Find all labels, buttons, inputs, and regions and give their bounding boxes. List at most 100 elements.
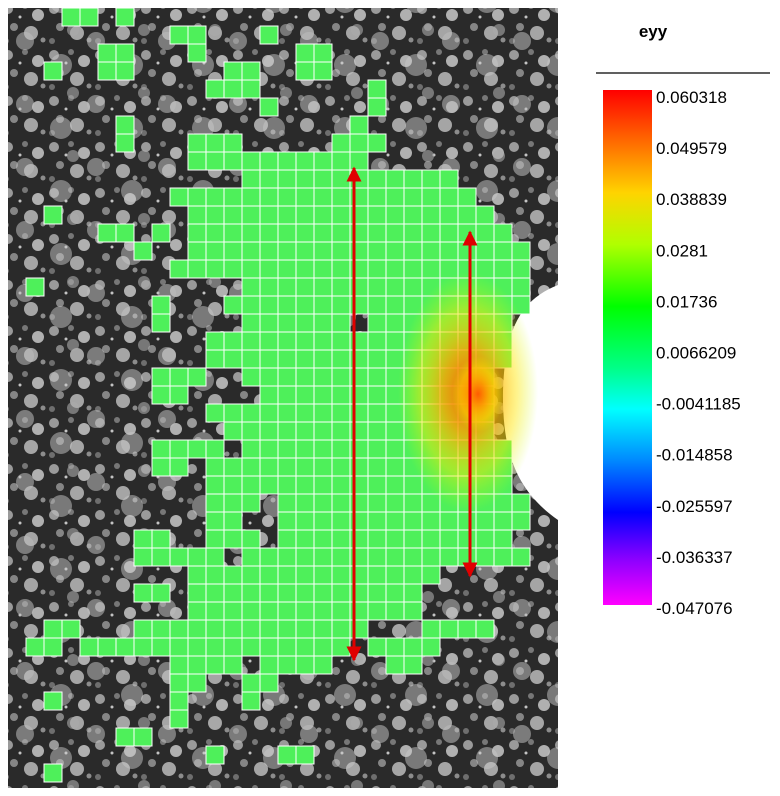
strain-cell bbox=[313, 601, 333, 621]
strain-cell bbox=[295, 619, 315, 639]
strain-cell bbox=[457, 619, 477, 639]
strain-cell bbox=[313, 457, 333, 477]
strain-cell bbox=[313, 421, 333, 441]
strain-cell bbox=[313, 331, 333, 351]
strain-cell bbox=[169, 709, 189, 729]
strain-cell bbox=[367, 331, 387, 351]
strain-cell bbox=[403, 601, 423, 621]
strain-cell bbox=[457, 529, 477, 549]
strain-cell bbox=[331, 367, 351, 387]
strain-cell bbox=[259, 205, 279, 225]
strain-cell bbox=[493, 223, 513, 243]
strain-cell bbox=[61, 7, 81, 27]
strain-cell bbox=[241, 421, 261, 441]
strain-cell bbox=[295, 385, 315, 405]
strain-cell bbox=[331, 205, 351, 225]
strain-cell bbox=[241, 583, 261, 603]
strain-cell bbox=[169, 547, 189, 567]
strain-cell bbox=[223, 583, 243, 603]
strain-cell bbox=[313, 205, 333, 225]
strain-cell bbox=[277, 529, 297, 549]
strain-cell bbox=[439, 187, 459, 207]
strain-cell bbox=[367, 403, 387, 423]
strain-cell bbox=[133, 529, 153, 549]
strain-cell bbox=[25, 277, 45, 297]
strain-cell bbox=[205, 79, 225, 99]
strain-cell bbox=[259, 259, 279, 279]
strain-cell bbox=[169, 259, 189, 279]
strain-cell bbox=[367, 457, 387, 477]
strain-cell bbox=[295, 331, 315, 351]
strain-cell bbox=[295, 565, 315, 585]
strain-cell bbox=[385, 457, 405, 477]
strain-cell bbox=[313, 565, 333, 585]
strain-cell bbox=[259, 97, 279, 117]
strain-cell bbox=[241, 187, 261, 207]
strain-cell bbox=[115, 7, 135, 27]
strain-cell bbox=[403, 511, 423, 531]
strain-cell bbox=[295, 475, 315, 495]
strain-cell bbox=[241, 403, 261, 423]
strain-cell bbox=[331, 619, 351, 639]
strain-cell bbox=[475, 619, 495, 639]
strain-cell bbox=[385, 439, 405, 459]
strain-cell bbox=[151, 529, 171, 549]
strain-cell bbox=[223, 655, 243, 675]
strain-cell bbox=[421, 565, 441, 585]
strain-cell bbox=[367, 169, 387, 189]
strain-cell bbox=[439, 241, 459, 261]
strain-cell bbox=[331, 349, 351, 369]
strain-cell bbox=[403, 475, 423, 495]
strain-cell bbox=[421, 169, 441, 189]
strain-cell bbox=[385, 583, 405, 603]
strain-cell bbox=[295, 349, 315, 369]
strain-cell bbox=[367, 637, 387, 657]
strain-cell bbox=[295, 655, 315, 675]
strain-cell bbox=[205, 601, 225, 621]
strain-cell bbox=[421, 529, 441, 549]
strain-cell bbox=[223, 457, 243, 477]
strain-cell bbox=[331, 151, 351, 171]
strain-cell bbox=[439, 205, 459, 225]
strain-cell bbox=[241, 691, 261, 711]
strain-cell bbox=[331, 403, 351, 423]
strain-cell bbox=[241, 151, 261, 171]
strain-cell bbox=[367, 133, 387, 153]
strain-cell bbox=[367, 223, 387, 243]
strain-cell bbox=[259, 565, 279, 585]
strain-cell bbox=[367, 277, 387, 297]
strain-cell bbox=[205, 349, 225, 369]
strain-cell bbox=[331, 241, 351, 261]
strain-cell bbox=[169, 439, 189, 459]
strain-cell bbox=[205, 133, 225, 153]
strain-cell bbox=[43, 691, 63, 711]
strain-cell bbox=[241, 277, 261, 297]
strain-cell bbox=[259, 295, 279, 315]
strain-cell bbox=[295, 169, 315, 189]
strain-cell bbox=[403, 223, 423, 243]
strain-cell bbox=[385, 187, 405, 207]
strain-cell bbox=[385, 511, 405, 531]
colorbar-tick-label: 0.0281 bbox=[656, 241, 708, 260]
strain-cell bbox=[313, 439, 333, 459]
strain-cell bbox=[241, 223, 261, 243]
strain-cell bbox=[403, 259, 423, 279]
strain-cell bbox=[367, 313, 387, 333]
strain-cell bbox=[187, 583, 207, 603]
strain-cell bbox=[403, 529, 423, 549]
strain-cell bbox=[241, 313, 261, 333]
strain-cell bbox=[241, 259, 261, 279]
strain-cell bbox=[439, 511, 459, 531]
colorbar-tick-label: 0.01736 bbox=[656, 292, 717, 311]
strain-cell bbox=[295, 205, 315, 225]
strain-cell bbox=[295, 547, 315, 567]
strain-cell bbox=[313, 223, 333, 243]
strain-cell bbox=[295, 61, 315, 81]
strain-cell bbox=[385, 637, 405, 657]
strain-cell bbox=[277, 205, 297, 225]
strain-cell bbox=[151, 367, 171, 387]
strain-cell bbox=[205, 223, 225, 243]
strain-cell bbox=[403, 655, 423, 675]
strain-cell bbox=[241, 529, 261, 549]
strain-cell bbox=[295, 529, 315, 549]
